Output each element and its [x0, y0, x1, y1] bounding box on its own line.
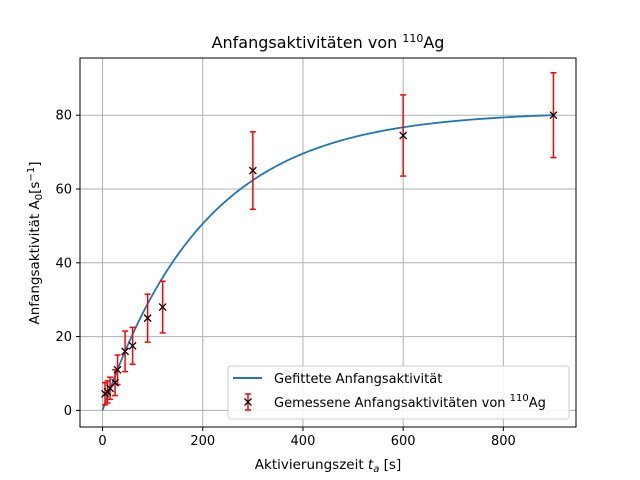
- legend: Gefittete Anfangsaktivität Gemessene Anf…: [227, 365, 570, 420]
- x-axis-label: Aktivierungszeit ta [s]: [255, 457, 401, 475]
- y-tick-label: 20: [55, 330, 72, 345]
- data-point-marker: [111, 378, 120, 387]
- legend-box: [227, 365, 570, 420]
- data-point-marker: [103, 387, 112, 396]
- legend-measured-label: Gemessene Anfangsaktivitäten von 110Ag: [274, 393, 546, 411]
- plot-frame: [79, 57, 577, 428]
- chart-title: Anfangsaktivitäten von 110Ag: [212, 32, 445, 52]
- data-point-marker: [399, 131, 408, 140]
- data-point-marker: [248, 166, 257, 175]
- y-axis-label: Anfangsaktivität A0[s−1]: [26, 162, 45, 325]
- data-point-marker: [549, 111, 558, 120]
- y-tick-label: 80: [55, 109, 72, 124]
- legend-fit-label: Gefittete Anfangsaktivität: [274, 372, 442, 387]
- fit-curve-layer: [101, 114, 554, 411]
- x-tick-label: 0: [98, 434, 106, 449]
- legend-x-marker: [244, 398, 252, 406]
- x-tick-label: 200: [190, 434, 215, 449]
- y-tick-label: 60: [55, 182, 72, 197]
- x-tick-label: 600: [391, 434, 416, 449]
- marker-layer: [101, 111, 558, 398]
- data-point-marker: [113, 365, 122, 374]
- data-point-marker: [158, 303, 167, 312]
- data-point-marker: [128, 341, 137, 350]
- y-tick-label: 40: [55, 256, 72, 271]
- x-tick-label: 800: [491, 434, 516, 449]
- x-tick-label: 400: [291, 434, 316, 449]
- y-tick-label: 0: [64, 404, 72, 419]
- legend-errorbar-swatch: [244, 393, 252, 411]
- data-point-marker: [143, 314, 152, 323]
- tick-layer: 0 200 400 600 800 0 20 40 60 80: [55, 109, 515, 449]
- fit-curve: [101, 114, 554, 411]
- data-point-marker: [121, 347, 130, 356]
